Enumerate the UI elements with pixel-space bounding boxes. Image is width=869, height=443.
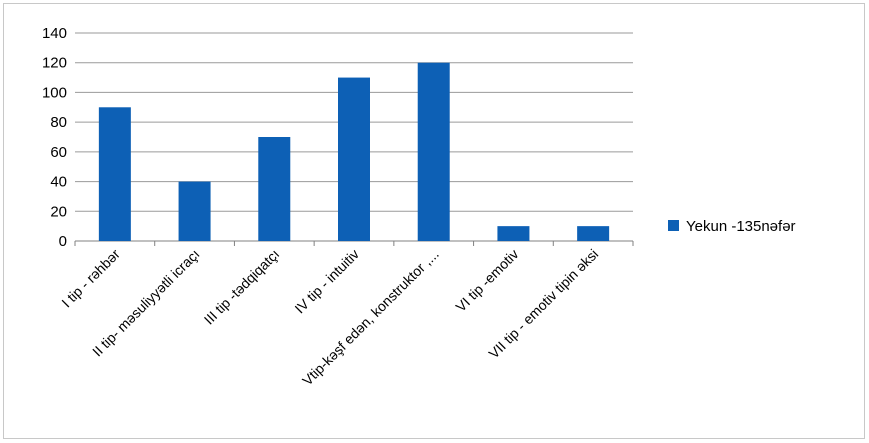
bar [178, 181, 211, 241]
x-tick-label: VI tip -emotiv [452, 246, 521, 315]
y-tick-label: 100 [42, 84, 67, 101]
legend-label: Yekun -135nəfər [686, 218, 796, 235]
bar [577, 226, 610, 241]
x-tick-label: I tip - rəhbər [58, 246, 123, 311]
y-tick-label: 40 [50, 174, 67, 191]
y-tick-label: 140 [42, 25, 67, 42]
x-tick-label: III tip -tədqiqatçı [201, 246, 283, 328]
y-tick-label: 20 [50, 203, 67, 220]
legend-swatch [668, 220, 679, 231]
y-tick-label: 60 [50, 144, 67, 161]
x-tick-label: Vtip-kəşf edən, konstruktor ,... [299, 246, 442, 389]
bar [258, 137, 291, 241]
y-tick-label: 0 [59, 233, 67, 250]
bar [497, 226, 530, 241]
legend: Yekun -135nəfər [668, 218, 796, 235]
y-tick-label: 120 [42, 55, 67, 72]
y-axis-ticks: 0 20 40 60 80 100 120 140 [42, 25, 67, 250]
y-tick-label: 80 [50, 114, 67, 131]
bar [98, 107, 131, 242]
bar [417, 62, 450, 241]
bar [338, 77, 370, 241]
bars [98, 62, 610, 242]
x-tick-label: IV tip - intuitiv [291, 246, 362, 317]
